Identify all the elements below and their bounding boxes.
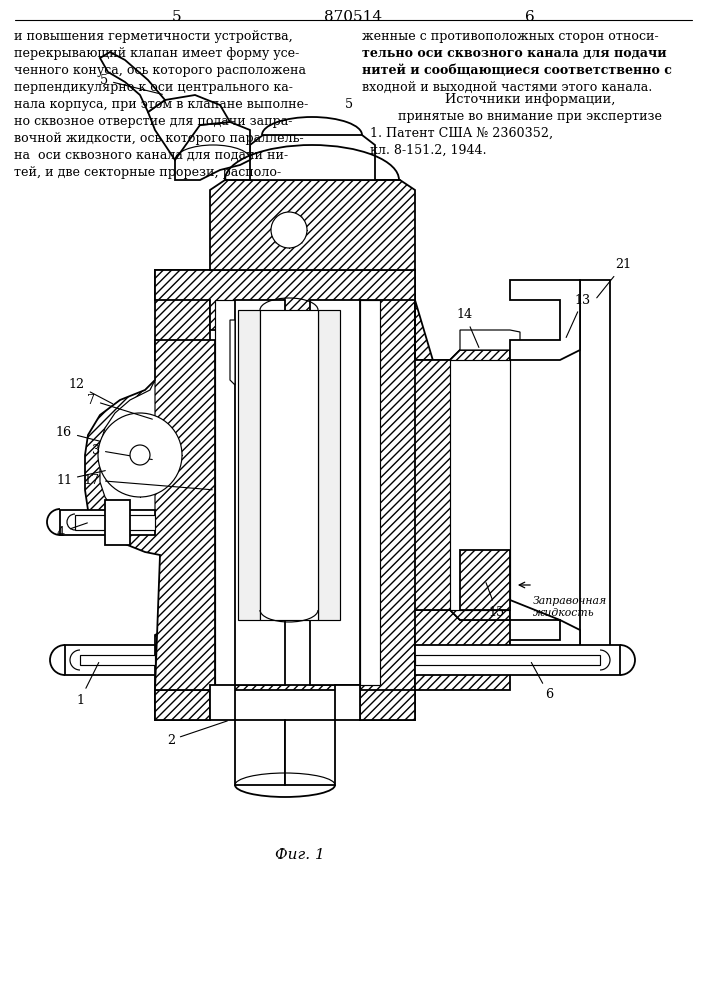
Polygon shape	[318, 310, 340, 620]
Text: нитей и сообщающиеся соответственно с: нитей и сообщающиеся соответственно с	[362, 64, 672, 77]
Polygon shape	[415, 645, 620, 675]
Polygon shape	[510, 600, 580, 660]
Polygon shape	[510, 280, 580, 360]
Text: 7: 7	[87, 393, 152, 419]
Circle shape	[98, 413, 182, 497]
Text: 5: 5	[173, 10, 182, 24]
Text: 14: 14	[457, 308, 479, 347]
Text: 5: 5	[345, 98, 353, 111]
Polygon shape	[155, 270, 215, 720]
Text: 12: 12	[69, 378, 112, 404]
Polygon shape	[148, 95, 230, 160]
Polygon shape	[105, 500, 130, 545]
Polygon shape	[175, 122, 250, 180]
Text: кл. 8-151.2, 1944.: кл. 8-151.2, 1944.	[370, 144, 486, 157]
Polygon shape	[75, 515, 155, 530]
Polygon shape	[580, 280, 610, 660]
Text: 13: 13	[566, 294, 591, 337]
Text: 870514: 870514	[324, 10, 382, 24]
Text: 16: 16	[56, 426, 100, 441]
Polygon shape	[210, 180, 415, 270]
Polygon shape	[155, 685, 415, 720]
Text: 1. Патент США № 2360352,: 1. Патент США № 2360352,	[370, 127, 553, 140]
Circle shape	[130, 445, 150, 465]
Polygon shape	[415, 300, 510, 690]
Text: 11: 11	[56, 471, 105, 487]
Text: 6: 6	[532, 662, 553, 702]
Polygon shape	[310, 300, 360, 685]
Polygon shape	[85, 340, 215, 690]
Text: 21: 21	[597, 258, 631, 298]
Polygon shape	[100, 380, 155, 533]
Polygon shape	[65, 645, 155, 675]
Text: перекрывающий клапан имеет форму усе-: перекрывающий клапан имеет форму усе-	[14, 47, 299, 60]
Polygon shape	[235, 720, 285, 785]
Circle shape	[271, 212, 307, 248]
Polygon shape	[215, 300, 235, 685]
Polygon shape	[210, 685, 235, 720]
Polygon shape	[460, 330, 520, 350]
Polygon shape	[285, 720, 335, 785]
Text: женные с противоположных сторон относи-: женные с противоположных сторон относи-	[362, 30, 659, 43]
Text: тей, и две секторные прорези, располо-: тей, и две секторные прорези, располо-	[14, 166, 281, 179]
Text: тельно оси сквозного канала для подачи: тельно оси сквозного канала для подачи	[362, 47, 667, 60]
Polygon shape	[60, 510, 155, 535]
Text: 4: 4	[57, 523, 88, 538]
Polygon shape	[80, 655, 155, 665]
Polygon shape	[260, 310, 318, 620]
Text: вочной жидкости, ось которого параллель-: вочной жидкости, ось которого параллель-	[14, 132, 303, 145]
Text: нала корпуса, при этом в клапане выполне-: нала корпуса, при этом в клапане выполне…	[14, 98, 308, 111]
Polygon shape	[460, 550, 510, 610]
Text: 5: 5	[100, 74, 163, 94]
Polygon shape	[415, 300, 510, 620]
Text: перпендикулярно к оси центрального ка-: перпендикулярно к оси центрального ка-	[14, 81, 293, 94]
Text: 17: 17	[84, 474, 212, 490]
Text: входной и выходной частями этого канала.: входной и выходной частями этого канала.	[362, 81, 653, 94]
Text: ченного конуса, ось которого расположена: ченного конуса, ось которого расположена	[14, 64, 306, 77]
Polygon shape	[250, 135, 375, 180]
Polygon shape	[238, 310, 260, 620]
Text: Фиг. 1: Фиг. 1	[275, 848, 325, 862]
Polygon shape	[335, 685, 360, 720]
Text: 15: 15	[486, 583, 505, 618]
Text: 3: 3	[92, 444, 152, 460]
Text: 2: 2	[167, 721, 228, 746]
Polygon shape	[360, 270, 420, 720]
Polygon shape	[235, 300, 285, 685]
Text: принятые во внимание при экспертизе: принятые во внимание при экспертизе	[398, 110, 662, 123]
Polygon shape	[155, 270, 415, 330]
Text: 1: 1	[76, 662, 99, 706]
Polygon shape	[450, 360, 510, 610]
Text: 6: 6	[525, 10, 535, 24]
Polygon shape	[100, 52, 165, 112]
Polygon shape	[415, 655, 600, 665]
Text: но сквозное отверстие для подачи запра-: но сквозное отверстие для подачи запра-	[14, 115, 293, 128]
Text: на  оси сквозного канала для подачи ни-: на оси сквозного канала для подачи ни-	[14, 149, 288, 162]
Text: и повышения герметичности устройства,: и повышения герметичности устройства,	[14, 30, 293, 43]
Text: Заправочная
жидкость: Заправочная жидкость	[533, 596, 607, 618]
Polygon shape	[360, 300, 380, 685]
Polygon shape	[230, 320, 235, 385]
Text: Источники информации,: Источники информации,	[445, 93, 615, 106]
